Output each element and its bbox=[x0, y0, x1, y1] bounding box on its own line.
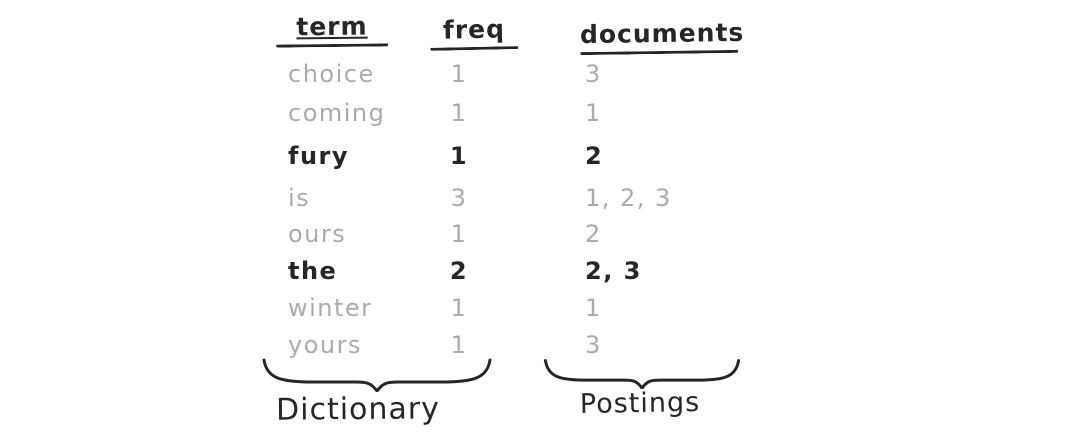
term-cell: is bbox=[288, 184, 311, 212]
documents-cell: 3 bbox=[585, 331, 602, 359]
freq-cell: 3 bbox=[450, 184, 468, 212]
freq-cell: 1 bbox=[450, 331, 468, 359]
freq-cell: 1 bbox=[450, 220, 468, 248]
postings-label: Postings bbox=[579, 386, 701, 421]
table-row: the 2 2, 3 bbox=[288, 255, 808, 287]
table-row: ours 1 2 bbox=[288, 218, 808, 250]
documents-cell: 2 bbox=[585, 220, 602, 248]
documents-cell: 3 bbox=[585, 60, 602, 88]
freq-column-header: freq bbox=[429, 14, 519, 51]
term-cell: the bbox=[288, 257, 338, 285]
freq-cell: 1 bbox=[450, 99, 468, 127]
table-row: winter 1 1 bbox=[288, 292, 808, 324]
freq-cell: 1 bbox=[449, 142, 469, 170]
term-cell: winter bbox=[288, 294, 373, 322]
term-column-header: term bbox=[275, 11, 389, 48]
freq-cell: 1 bbox=[450, 60, 468, 88]
documents-cell: 1, 2, 3 bbox=[585, 184, 672, 212]
term-cell: choice bbox=[288, 60, 375, 88]
dictionary-brace bbox=[260, 356, 494, 392]
term-cell: coming bbox=[288, 99, 386, 127]
table-row: choice 1 3 bbox=[288, 58, 808, 90]
freq-cell: 1 bbox=[450, 294, 468, 322]
table-row: fury 1 2 bbox=[288, 140, 808, 172]
documents-cell: 2 bbox=[585, 142, 604, 170]
documents-cell: 2, 3 bbox=[585, 257, 642, 285]
documents-cell: 1 bbox=[585, 99, 602, 127]
documents-cell: 1 bbox=[585, 294, 602, 322]
term-cell: ours bbox=[288, 220, 347, 248]
documents-column-header: documents bbox=[579, 18, 744, 56]
table-row: coming 1 1 bbox=[288, 97, 808, 129]
dictionary-label: Dictionary bbox=[275, 391, 441, 428]
term-cell: fury bbox=[288, 142, 350, 170]
freq-cell: 2 bbox=[449, 257, 469, 285]
table-row: is 3 1, 2, 3 bbox=[288, 182, 808, 214]
table-row: yours 1 3 bbox=[288, 329, 808, 361]
postings-brace bbox=[542, 357, 742, 389]
term-cell: yours bbox=[288, 331, 362, 359]
